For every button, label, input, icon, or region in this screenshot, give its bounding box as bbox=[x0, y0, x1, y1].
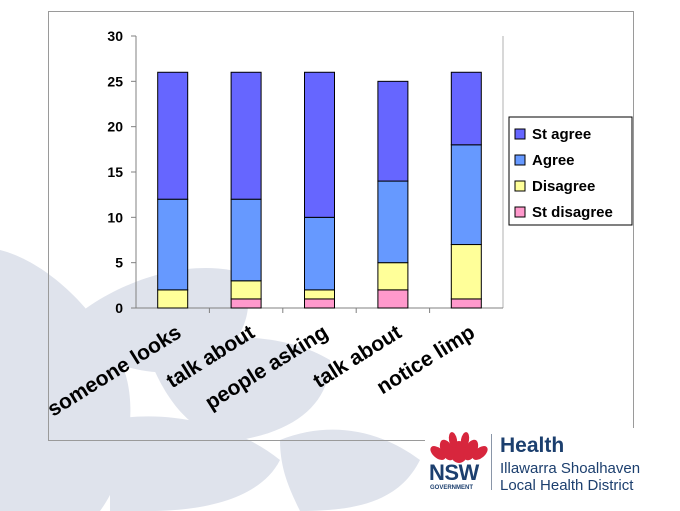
legend-box bbox=[508, 116, 633, 226]
bar-segment bbox=[304, 289, 335, 300]
legend-swatch bbox=[514, 180, 526, 192]
y-tick-label: 10 bbox=[107, 209, 123, 225]
bar-segment bbox=[304, 71, 335, 218]
legend-swatch bbox=[514, 128, 526, 140]
bar-segment bbox=[230, 280, 262, 300]
bar-segment bbox=[377, 289, 409, 309]
bar-segment bbox=[304, 298, 335, 309]
legend-label: Agree bbox=[532, 152, 575, 169]
legend-label: St agree bbox=[532, 126, 591, 143]
chart-frame: 0 5 10 15 20 25 30 someone looks talk about peopl… bbox=[48, 11, 634, 441]
logo-divider bbox=[491, 434, 492, 490]
nsw-wordmark: NSW bbox=[429, 460, 479, 485]
bar-segment bbox=[157, 289, 189, 309]
bar-segment bbox=[304, 216, 335, 291]
bar-segment bbox=[450, 71, 482, 146]
y-tick-label: 30 bbox=[107, 28, 123, 44]
bar-segment bbox=[377, 80, 409, 182]
legend-swatch bbox=[514, 206, 526, 218]
bar-segment bbox=[230, 71, 262, 200]
bar-segment bbox=[157, 198, 189, 291]
y-tick-label: 20 bbox=[107, 119, 123, 135]
bar-segment bbox=[450, 298, 482, 309]
y-tick-label: 0 bbox=[115, 300, 123, 316]
y-tick-label: 15 bbox=[107, 164, 123, 180]
y-tick-label: 25 bbox=[107, 73, 123, 89]
bar-segment bbox=[450, 244, 482, 300]
y-tick-label: 5 bbox=[115, 255, 123, 271]
bar-segment bbox=[450, 144, 482, 246]
health-title: Health bbox=[500, 434, 565, 457]
legend-label: Disagree bbox=[532, 178, 595, 195]
bar-segment bbox=[230, 298, 262, 309]
waratah-logo-icon bbox=[430, 432, 488, 463]
district-line-2: Local Health District bbox=[500, 477, 634, 494]
district-line-1: Illawarra Shoalhaven bbox=[500, 460, 641, 477]
government-wordmark: GOVERNMENT bbox=[430, 485, 474, 491]
legend-swatch bbox=[514, 154, 526, 166]
x-tick-label: people asking bbox=[201, 321, 332, 415]
bar-segment bbox=[230, 198, 262, 282]
bar-segment bbox=[377, 180, 409, 264]
bar-segment bbox=[157, 71, 189, 200]
bar-segment bbox=[377, 262, 409, 291]
legend-label: St disagree bbox=[532, 204, 613, 221]
nsw-health-logo: NSW GOVERNMENT Health Illawarra Shoalhav… bbox=[425, 428, 665, 498]
